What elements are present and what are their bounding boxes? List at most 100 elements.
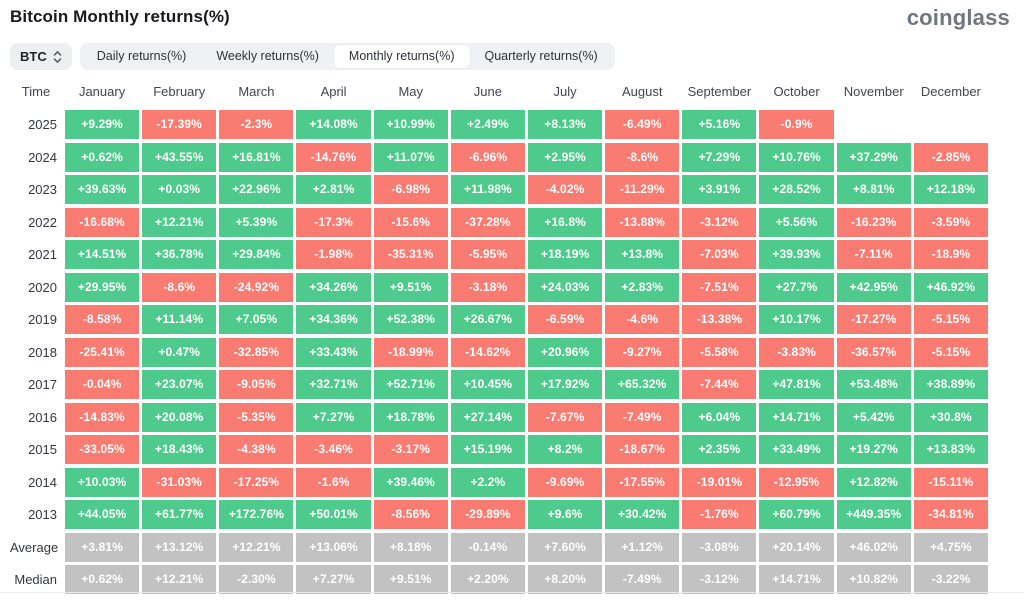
return-cell: -17.27% [836, 305, 911, 334]
tab-daily[interactable]: Daily returns(%) [96, 49, 187, 63]
return-cell: -13.88% [605, 207, 680, 237]
return-cell: +11.07% [373, 142, 448, 172]
return-cell: +12.82% [836, 467, 911, 497]
return-cell: -3.59% [913, 207, 988, 237]
return-cell: -3.08% [682, 532, 757, 562]
controls-row: BTC Daily returns(%) Weekly returns(%) Mon… [10, 43, 1024, 70]
return-cell: +8.2% [527, 435, 603, 464]
return-cell: -3.83% [759, 337, 834, 367]
row-label: 2021 [28, 247, 57, 262]
return-cell: +65.32% [605, 370, 680, 399]
return-cell: +18.78% [373, 402, 448, 432]
return-cell: +14.71% [759, 565, 834, 594]
return-cell: +46.02% [836, 532, 911, 562]
return-cell: +14.08% [296, 110, 371, 139]
return-cell: -32.85% [219, 337, 294, 367]
column-header: Time [21, 84, 51, 99]
row-label: 2024 [28, 149, 57, 165]
return-cell: +37.29% [836, 142, 911, 172]
tab-weekly[interactable]: Weekly returns(%) [216, 49, 319, 63]
bottom-divider [0, 592, 1024, 593]
return-cell: +18.43% [142, 435, 217, 464]
table-row: 2021 +14.51% +36.78% +29.84% -1.98% -35.31% -5… [10, 240, 988, 269]
return-cell: +10.76% [759, 142, 834, 172]
row-label: 2023 [28, 182, 57, 197]
row-label: 2014 [28, 474, 57, 490]
return-cell: +16.8% [527, 207, 603, 237]
return-cell: -35.31% [373, 240, 448, 269]
coinglass-logo: coinglass [906, 5, 1010, 30]
return-cell: -3.17% [373, 435, 448, 464]
tab-monthly[interactable]: Monthly returns(%) [333, 45, 470, 68]
return-cell: -7.67% [527, 402, 603, 432]
return-cell: +12.21% [142, 207, 217, 237]
return-cell: -5.95% [450, 240, 525, 269]
return-cell [837, 110, 911, 139]
return-cell: +39.63% [65, 175, 140, 204]
return-cell: +172.76% [219, 500, 294, 529]
return-cell: +2.83% [605, 272, 680, 302]
column-header: December [920, 84, 981, 99]
return-cell: -8.6% [605, 142, 680, 172]
return-cell: -5.58% [682, 337, 757, 367]
return-cell: +61.77% [142, 500, 217, 529]
return-cell: +14.51% [65, 240, 140, 269]
return-cell: +19.27% [836, 435, 911, 464]
return-cell: -3.18% [450, 272, 525, 302]
table-row: 2019 -8.58% +11.14% +7.05% +34.36% +52.38% +26… [10, 305, 988, 334]
return-cell: +13.8% [605, 240, 680, 269]
return-cell: -17.25% [219, 467, 294, 497]
return-cell: -16.23% [836, 207, 911, 237]
return-cell: -7.51% [682, 272, 757, 302]
return-cell: +2.81% [296, 175, 371, 204]
return-cell: -6.96% [450, 142, 525, 172]
return-cell: +12.21% [142, 565, 217, 594]
returns-table-body: 2025 +9.29% -17.39% -2.3% +14.08% +10.99% +2.4… [10, 110, 988, 594]
return-cell: -17.55% [605, 467, 680, 497]
returns-tabs: Daily returns(%) Weekly returns(%) Monthly… [79, 43, 615, 70]
return-cell: +0.62% [65, 142, 140, 172]
return-cell: -2.85% [913, 142, 988, 172]
row-label: 2019 [28, 312, 57, 327]
return-cell: -36.57% [836, 337, 911, 367]
tab-quarterly[interactable]: Quarterly returns(%) [484, 49, 598, 63]
table-row: 2017 -0.04% +23.07% -9.05% +32.71% +52.71% +10… [10, 370, 988, 399]
return-cell: +12.18% [913, 175, 988, 204]
return-cell: +9.51% [373, 565, 448, 594]
return-cell: -9.05% [219, 370, 294, 399]
return-cell: +5.39% [219, 207, 294, 237]
return-cell: +8.81% [836, 175, 911, 204]
return-cell: +5.56% [759, 207, 834, 237]
return-cell: -3.22% [913, 565, 988, 594]
select-arrows-icon [53, 50, 62, 64]
return-cell: +9.6% [527, 500, 603, 529]
return-cell: +10.17% [759, 305, 834, 334]
return-cell: -0.9% [759, 110, 834, 139]
return-cell: +23.07% [142, 370, 217, 399]
return-cell: +5.16% [682, 110, 757, 139]
return-cell: +43.55% [142, 142, 217, 172]
return-cell: +7.27% [296, 402, 371, 432]
return-cell: +34.26% [296, 272, 371, 302]
return-cell: +26.67% [450, 305, 525, 334]
return-cell: +29.84% [219, 240, 294, 269]
return-cell: -14.83% [65, 402, 140, 432]
column-header: March [238, 84, 275, 99]
return-cell: +18.19% [527, 240, 603, 269]
return-cell: -5.35% [219, 402, 294, 432]
return-cell: -7.49% [605, 565, 680, 594]
return-cell: +50.01% [296, 500, 371, 529]
return-cell: -13.38% [682, 305, 757, 334]
return-cell: +47.81% [759, 370, 834, 399]
return-cell: -2.30% [219, 565, 294, 594]
return-cell: +3.81% [65, 532, 140, 562]
return-cell: +7.27% [296, 565, 371, 594]
return-cell: -3.46% [296, 435, 371, 464]
table-row: Median +0.62% +12.21% -2.30% +7.27% +9.51% +2.… [10, 565, 988, 594]
return-cell: +20.14% [759, 532, 834, 562]
symbol-select[interactable]: BTC [10, 43, 72, 70]
return-cell: -0.14% [450, 532, 525, 562]
column-header: February [153, 84, 206, 99]
return-cell: +8.13% [527, 110, 603, 139]
return-cell: -8.6% [142, 272, 217, 302]
